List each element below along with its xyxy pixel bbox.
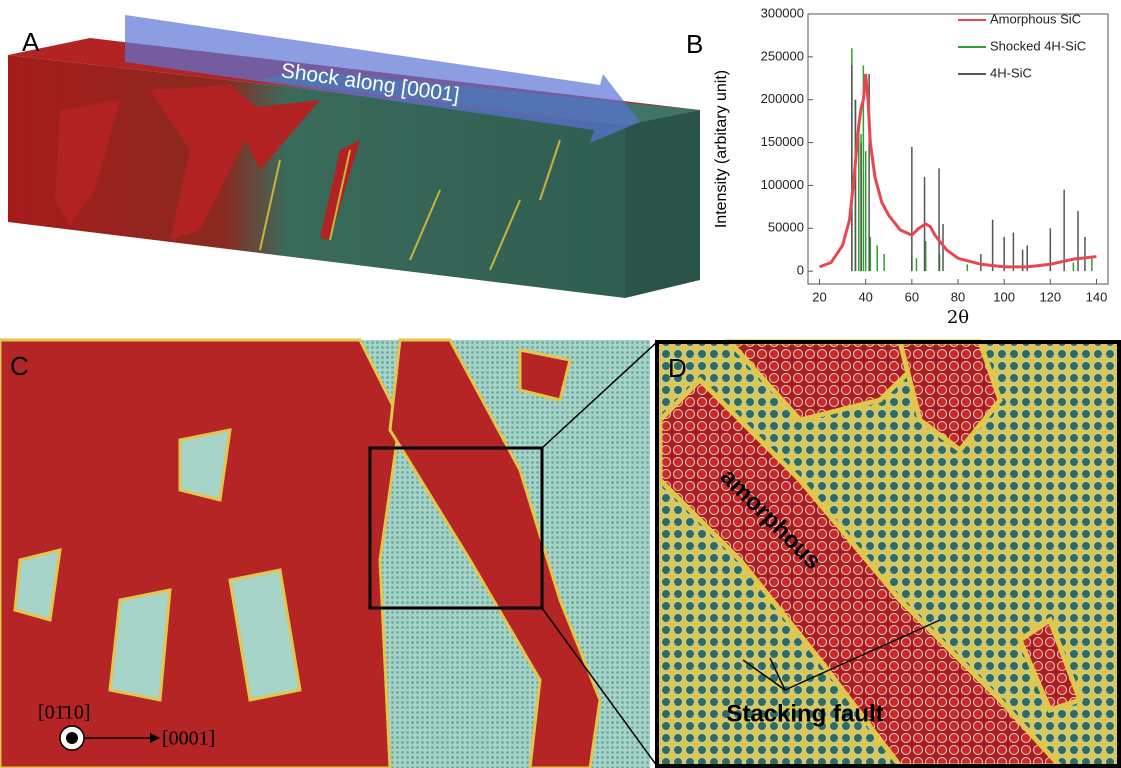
plot-frame bbox=[807, 13, 1109, 285]
x-axis-label: 2θ bbox=[947, 307, 969, 328]
y-tick-label: 150000 bbox=[761, 134, 804, 149]
x-tick-label: 60 bbox=[905, 289, 919, 304]
amorphous-streaks bbox=[55, 85, 360, 240]
y-axis-label: Intensity (arbitary unit) bbox=[713, 70, 730, 228]
panel-a: A Shock along [0001] bbox=[8, 15, 700, 298]
defect-arrows bbox=[742, 619, 941, 691]
panel-label: B bbox=[686, 29, 703, 59]
zoom-box bbox=[368, 446, 544, 610]
direction-label: [0001] bbox=[162, 728, 215, 750]
box-front bbox=[8, 55, 625, 298]
axis-symbol-dot bbox=[66, 732, 78, 744]
x-tick-label: 20 bbox=[812, 289, 826, 304]
legend-label: Amorphous SiC bbox=[990, 11, 1081, 26]
legend-label: Shocked 4H-SiC bbox=[990, 38, 1086, 53]
panel-b: B 0 50000 100000 150000 200000 250000 300000 20… bbox=[686, 5, 1109, 328]
crystal-islands bbox=[13, 428, 302, 702]
x-tick-label: 100 bbox=[993, 289, 1015, 304]
y-tick-label: 300000 bbox=[761, 5, 804, 20]
box-side bbox=[625, 110, 700, 298]
series-line bbox=[819, 73, 1097, 269]
panel-label: A bbox=[22, 27, 40, 57]
x-tick-label: 40 bbox=[858, 289, 872, 304]
zoom-line bbox=[541, 607, 658, 767]
defect-annotation: Stacking fault bbox=[726, 700, 883, 727]
y-tick-label: 200000 bbox=[761, 91, 804, 106]
panel-d: D amorphous Stacking fault bbox=[655, 339, 1121, 768]
panel-label: C bbox=[10, 351, 29, 381]
x-tick-label: 140 bbox=[1086, 289, 1108, 304]
panel-label: D bbox=[668, 353, 687, 383]
defect-lines bbox=[259, 139, 561, 271]
panel-c: C [01̄10] [0001] bbox=[0, 338, 658, 768]
axis-arrow-head bbox=[150, 733, 160, 743]
y-tick-label: 0 bbox=[797, 263, 804, 278]
y-tick-label: 100000 bbox=[761, 177, 804, 192]
zoom-line bbox=[541, 341, 658, 449]
zoom-frame bbox=[655, 340, 1121, 768]
y-tick-label: 50000 bbox=[768, 220, 804, 235]
direction-label: [01̄10] bbox=[38, 702, 91, 724]
y-tick-label: 250000 bbox=[761, 48, 804, 63]
shock-arrow bbox=[125, 15, 640, 143]
x-tick-label: 120 bbox=[1039, 289, 1061, 304]
amorphous-region bbox=[1016, 616, 1084, 714]
x-tick-label: 80 bbox=[951, 289, 965, 304]
legend-label: 4H-SiC bbox=[990, 65, 1032, 80]
